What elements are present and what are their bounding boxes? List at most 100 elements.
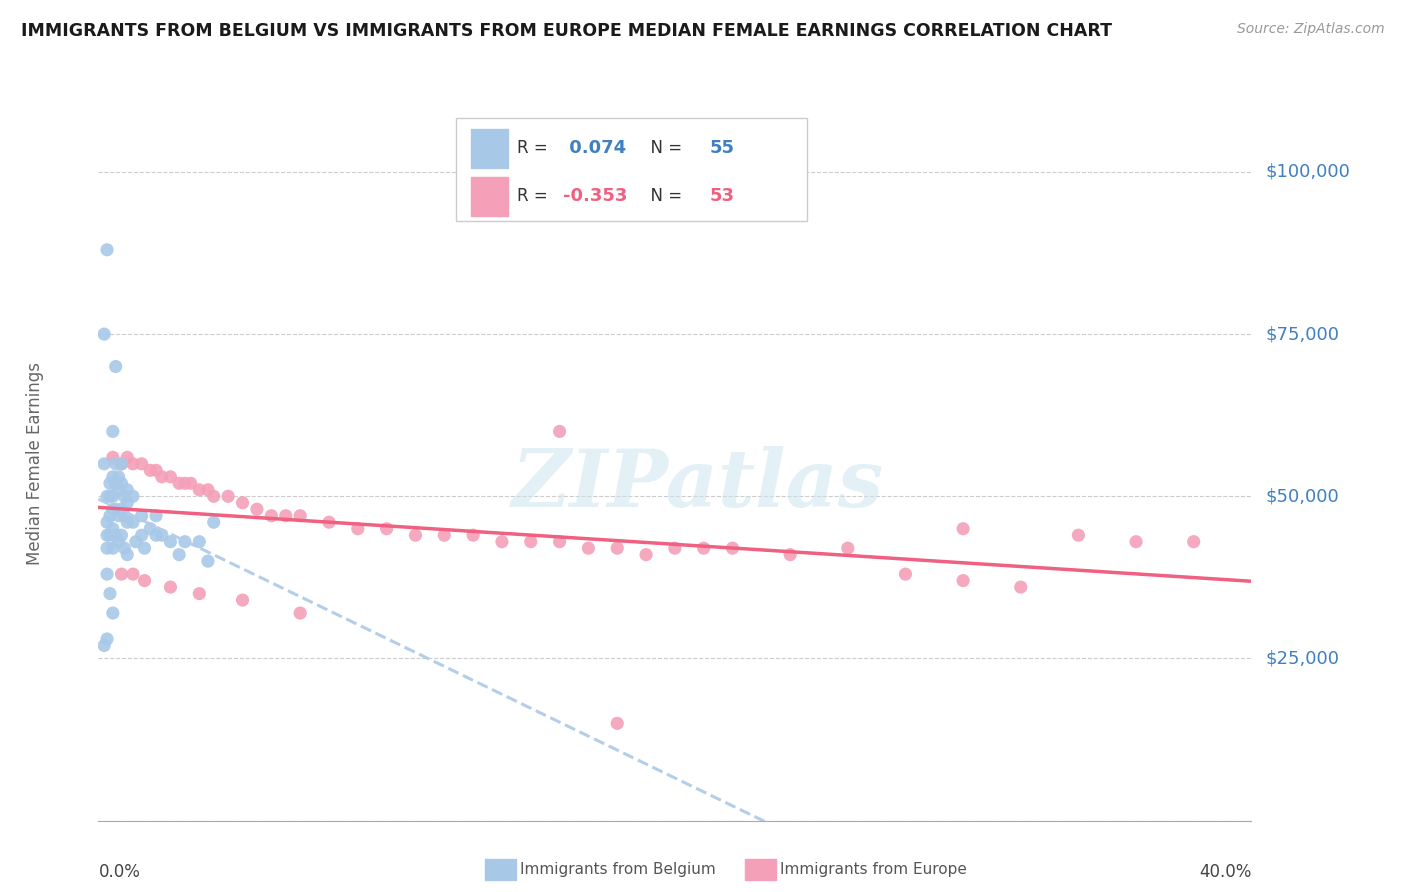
Point bbox=[98, 508, 121, 523]
Point bbox=[274, 508, 297, 523]
Point bbox=[150, 470, 173, 484]
Point bbox=[117, 515, 138, 529]
Point bbox=[107, 508, 129, 523]
Point bbox=[145, 528, 167, 542]
Point bbox=[112, 489, 135, 503]
Text: N =: N = bbox=[640, 187, 688, 205]
Point bbox=[110, 476, 132, 491]
Point bbox=[1125, 534, 1147, 549]
Point bbox=[104, 457, 127, 471]
Point bbox=[952, 574, 974, 588]
Point bbox=[98, 489, 121, 503]
Point bbox=[202, 489, 225, 503]
Point bbox=[93, 457, 115, 471]
Point bbox=[491, 534, 513, 549]
Point bbox=[96, 541, 118, 556]
Point bbox=[578, 541, 600, 556]
Point bbox=[894, 567, 917, 582]
Text: 53: 53 bbox=[710, 187, 734, 205]
Point bbox=[96, 528, 118, 542]
FancyBboxPatch shape bbox=[456, 118, 807, 221]
Point bbox=[606, 716, 628, 731]
Point bbox=[159, 534, 181, 549]
Point bbox=[636, 548, 658, 562]
Point bbox=[188, 586, 211, 600]
Point bbox=[96, 632, 118, 646]
Point bbox=[180, 476, 202, 491]
Bar bbox=[471, 178, 508, 216]
Text: 0.074: 0.074 bbox=[562, 139, 626, 157]
Text: Median Female Earnings: Median Female Earnings bbox=[25, 362, 44, 566]
Point bbox=[104, 476, 127, 491]
Point bbox=[520, 534, 543, 549]
Point bbox=[104, 502, 127, 516]
Text: Immigrants from Europe: Immigrants from Europe bbox=[780, 863, 967, 877]
Point bbox=[98, 476, 121, 491]
Point bbox=[134, 574, 156, 588]
Point bbox=[260, 508, 283, 523]
Point bbox=[346, 522, 368, 536]
Point bbox=[606, 541, 628, 556]
Point bbox=[117, 483, 138, 497]
Point bbox=[96, 489, 118, 503]
Point bbox=[188, 483, 211, 497]
Point bbox=[159, 470, 181, 484]
Point bbox=[433, 528, 456, 542]
Point bbox=[101, 522, 124, 536]
Point bbox=[101, 606, 124, 620]
Point bbox=[96, 243, 118, 257]
Point bbox=[117, 450, 138, 465]
Text: 40.0%: 40.0% bbox=[1199, 863, 1251, 881]
Point bbox=[122, 457, 145, 471]
Point bbox=[131, 457, 153, 471]
Point bbox=[375, 522, 398, 536]
Point bbox=[318, 515, 340, 529]
Point bbox=[548, 534, 571, 549]
Point bbox=[188, 534, 211, 549]
Point bbox=[290, 606, 312, 620]
Point bbox=[837, 541, 859, 556]
Text: 0.0%: 0.0% bbox=[98, 863, 141, 881]
Point bbox=[150, 528, 173, 542]
Point bbox=[122, 567, 145, 582]
Point bbox=[112, 508, 135, 523]
Point bbox=[1182, 534, 1205, 549]
Text: Source: ZipAtlas.com: Source: ZipAtlas.com bbox=[1237, 22, 1385, 37]
Point bbox=[1010, 580, 1032, 594]
Point bbox=[167, 548, 190, 562]
Text: $50,000: $50,000 bbox=[1265, 487, 1339, 505]
Point bbox=[101, 450, 124, 465]
Point bbox=[548, 425, 571, 439]
Point bbox=[159, 580, 181, 594]
Point bbox=[110, 457, 132, 471]
Point bbox=[101, 502, 124, 516]
Point bbox=[139, 522, 162, 536]
Text: N =: N = bbox=[640, 139, 688, 157]
Text: ZIPatlas: ZIPatlas bbox=[512, 447, 884, 524]
Point bbox=[246, 502, 269, 516]
Point bbox=[96, 515, 118, 529]
Point bbox=[461, 528, 484, 542]
Text: R =: R = bbox=[517, 139, 553, 157]
Point bbox=[174, 476, 197, 491]
Point bbox=[117, 548, 138, 562]
Point bbox=[779, 548, 801, 562]
Point bbox=[98, 586, 121, 600]
Bar bbox=[471, 129, 508, 168]
Text: $100,000: $100,000 bbox=[1265, 163, 1350, 181]
Point bbox=[693, 541, 716, 556]
Point bbox=[110, 528, 132, 542]
Point bbox=[107, 483, 129, 497]
Point bbox=[145, 463, 167, 477]
Point bbox=[131, 528, 153, 542]
Point bbox=[107, 470, 129, 484]
Text: IMMIGRANTS FROM BELGIUM VS IMMIGRANTS FROM EUROPE MEDIAN FEMALE EARNINGS CORRELA: IMMIGRANTS FROM BELGIUM VS IMMIGRANTS FR… bbox=[21, 22, 1112, 40]
Point bbox=[112, 541, 135, 556]
Point bbox=[101, 489, 124, 503]
Text: R =: R = bbox=[517, 187, 553, 205]
Point bbox=[231, 593, 254, 607]
Point bbox=[952, 522, 974, 536]
Point bbox=[125, 534, 148, 549]
Point bbox=[122, 489, 145, 503]
Point bbox=[139, 463, 162, 477]
